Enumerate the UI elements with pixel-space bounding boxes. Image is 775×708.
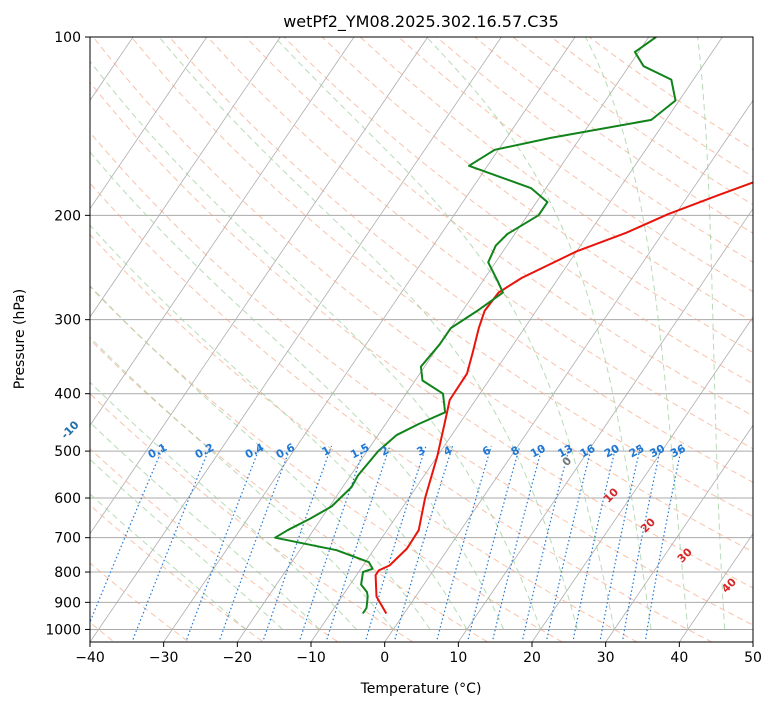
moist-adiabats — [90, 37, 726, 630]
x-tick-label: 20 — [523, 650, 541, 666]
plot-area — [90, 37, 753, 642]
dry-adiabat-line — [90, 233, 639, 642]
y-tick-label: 100 — [54, 30, 81, 46]
isotherm-line — [678, 532, 753, 642]
x-tick-label: 30 — [597, 650, 615, 666]
mixing-ratio-line — [491, 445, 544, 642]
moist-adiabat-line — [274, 37, 615, 630]
y-tick-label: 600 — [54, 491, 81, 507]
moist-adiabat-line — [90, 458, 284, 630]
temperature-profile-line — [374, 181, 753, 615]
mixing-ratio-label: 30 — [647, 442, 667, 461]
sounding-series — [274, 37, 753, 615]
dry-adiabat-line — [90, 285, 564, 642]
moist-adiabat-line — [90, 284, 431, 630]
y-axis-label: Pressure (hPa) — [12, 289, 28, 389]
x-axis-ticks: −40 −30 −20 −10 0 10 20 30 40 50 — [75, 642, 762, 666]
mixing-ratio-label: 10 — [528, 442, 548, 461]
dry-adiabat-line — [90, 392, 414, 642]
mixing-ratio-line — [90, 445, 165, 624]
isotherm-line — [605, 424, 753, 642]
mixing-ratio-line — [572, 445, 617, 642]
x-tick-label: −10 — [296, 650, 326, 666]
mixing-ratio-line — [621, 445, 662, 642]
isotherm-line — [90, 37, 355, 427]
moist-adiabat-line — [158, 37, 578, 630]
mixing-ratio-lines — [90, 445, 683, 642]
dry-adiabat-line — [90, 338, 489, 642]
dry-adiabat-line — [130, 37, 753, 518]
isotherm-line — [457, 207, 753, 642]
moist-adiabat-line — [90, 493, 247, 630]
plot-frame — [89, 36, 754, 643]
moist-adiabat-line — [697, 37, 726, 630]
dry-adiabat-line — [283, 37, 753, 385]
dewpoint-profile-line — [274, 37, 677, 615]
mixing-ratio-line — [325, 445, 391, 642]
x-tick-label: 50 — [744, 650, 762, 666]
dry-adiabat-line — [90, 182, 713, 642]
y-tick-label: 500 — [54, 444, 81, 460]
mixing-ratio-line — [218, 445, 292, 642]
mixing-ratio-line — [393, 445, 454, 642]
x-tick-label: 40 — [670, 650, 688, 666]
mixing-ratio-line — [644, 445, 683, 642]
dry-adiabat-line — [90, 81, 753, 589]
y-tick-label: 400 — [54, 387, 81, 403]
mixing-ratio-label: 25 — [627, 442, 647, 461]
mixing-ratio-line — [521, 445, 571, 642]
x-axis-label: Temperature (°C) — [360, 681, 482, 697]
x-tick-label: 0 — [380, 650, 389, 666]
mixing-ratio-label: 20 — [602, 442, 622, 461]
dry-adiabats — [90, 37, 753, 642]
mixing-ratio-line — [466, 445, 521, 642]
dry-adiabat-line — [321, 37, 753, 354]
mixing-ratio-label: 36 — [668, 442, 688, 461]
dry-adiabat-line — [90, 448, 340, 642]
dry-adiabat-line — [90, 504, 265, 642]
isotherm-line — [163, 37, 576, 642]
isotherm-line — [384, 99, 753, 642]
mixing-ratio-line — [185, 445, 261, 642]
dry-adiabat-line — [245, 37, 753, 417]
dry-adiabat-line — [90, 131, 753, 626]
mixing-ratio-label: 13 — [556, 442, 576, 461]
x-tick-label: 10 — [449, 650, 467, 666]
moist-adiabat-line — [90, 151, 505, 630]
moist-adiabat-line — [90, 60, 541, 630]
moist-adiabat-line — [585, 37, 689, 630]
moist-adiabat-line — [425, 37, 652, 630]
y-tick-label: 200 — [54, 208, 81, 224]
moist-adiabat-line — [90, 336, 394, 630]
chart-title: wetPf2_YM08.2025.302.16.57.C35 — [283, 12, 559, 32]
y-axis-ticks: 100 200 300 400 500 600 700 800 900 1000 — [45, 30, 90, 638]
y-tick-label: 1000 — [45, 622, 81, 638]
y-tick-label: 900 — [54, 595, 81, 611]
y-tick-label: 700 — [54, 531, 81, 547]
isotherm-line — [531, 316, 753, 642]
isotherm-line — [90, 37, 502, 642]
dry-adiabat-line — [92, 37, 753, 553]
mixing-ratio-label: 16 — [578, 442, 598, 461]
isotherm-line — [310, 37, 723, 642]
isotherm-line — [90, 37, 208, 210]
dry-adiabat-line — [397, 37, 753, 293]
isotherm-line — [90, 37, 281, 318]
x-tick-label: −40 — [75, 650, 105, 666]
x-tick-label: −30 — [149, 650, 179, 666]
mixing-ratio-line — [599, 445, 642, 642]
y-tick-label: 300 — [54, 313, 81, 329]
moist-adiabat-line — [90, 421, 320, 630]
y-tick-label: 800 — [54, 565, 81, 581]
moist-adiabat-line — [90, 224, 468, 630]
isotherm-line — [90, 37, 429, 535]
mixing-ratio-line — [435, 445, 492, 642]
mixing-ratio-line — [545, 445, 593, 642]
x-tick-label: −20 — [223, 650, 253, 666]
